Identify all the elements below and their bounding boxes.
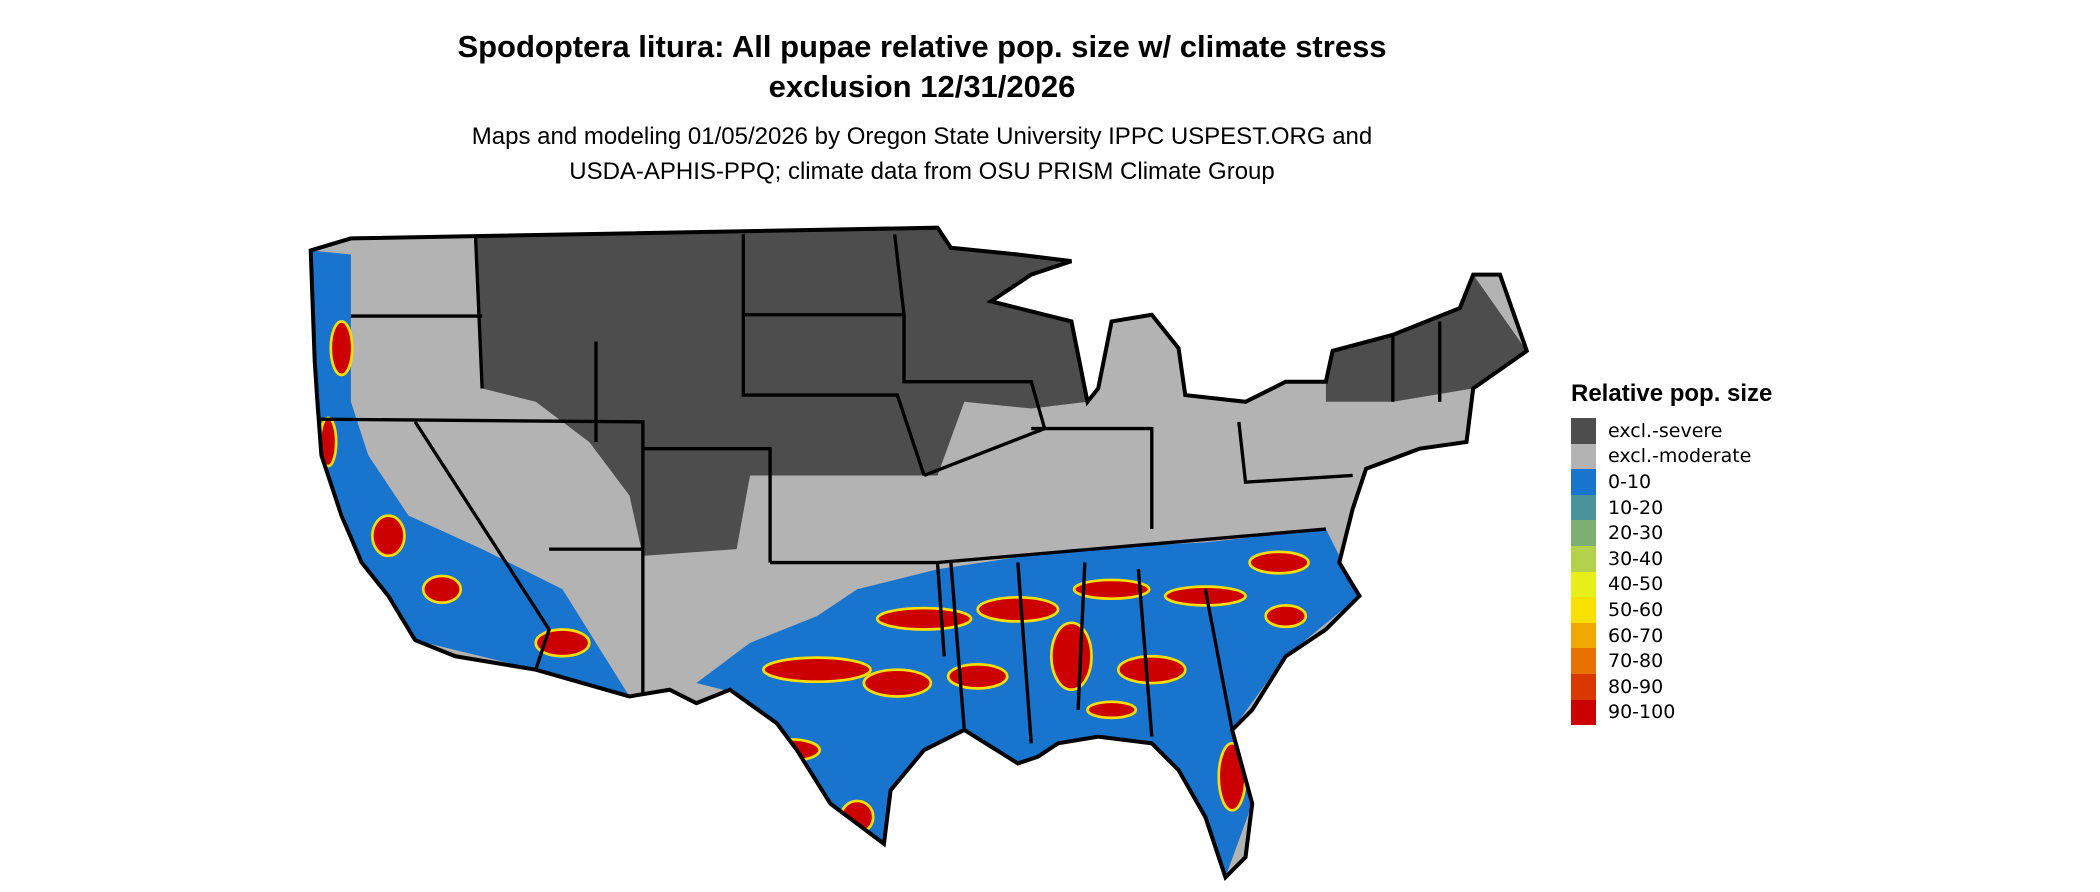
legend-item: 40-50: [1571, 571, 1772, 598]
legend-label: 10-20: [1608, 496, 1664, 519]
legend-label: 40-50: [1608, 573, 1664, 596]
legend-swatch: [1571, 622, 1596, 649]
excl-severe-northeast: [1325, 274, 1527, 402]
legend-label: 90-100: [1608, 701, 1676, 724]
legend-label: 0-10: [1608, 470, 1652, 493]
legend-label: excl.-moderate: [1608, 445, 1752, 468]
legend-swatch: [1571, 648, 1596, 674]
legend-label: 50-60: [1608, 598, 1664, 621]
legend-item: 50-60: [1571, 597, 1772, 623]
legend-swatch: [1571, 443, 1596, 470]
legend-label: 60-70: [1608, 624, 1664, 647]
legend-item: 70-80: [1571, 648, 1772, 674]
legend-item: 30-40: [1571, 545, 1772, 572]
map-title: Spodoptera litura: All pupae relative po…: [457, 29, 1387, 64]
legend-swatch: [1571, 699, 1596, 726]
legend-label: 20-30: [1608, 522, 1664, 545]
legend: Relative pop. size excl.-severe excl.-mod…: [1571, 380, 1773, 726]
legend-swatch: [1571, 673, 1596, 700]
legend-label: 80-90: [1608, 675, 1664, 698]
map-title-line2: exclusion 12/31/2026: [768, 69, 1076, 104]
legend-swatch: [1571, 469, 1596, 495]
map-subtitle-line2: USDA-APHIS-PPQ; climate data from OSU PR…: [569, 158, 1275, 185]
legend-item: 20-30: [1571, 520, 1772, 546]
legend-label: excl.-severe: [1608, 419, 1723, 442]
legend-item: excl.-moderate: [1571, 443, 1772, 470]
legend-swatch: [1571, 520, 1596, 546]
legend-swatch: [1571, 418, 1596, 444]
legend-item: 0-10: [1571, 469, 1772, 495]
legend-label: 30-40: [1608, 547, 1664, 570]
west-coast-0-10-region: [310, 250, 630, 697]
legend-item: 90-100: [1571, 699, 1772, 726]
map-subtitle: Maps and modeling 01/05/2026 by Oregon S…: [471, 123, 1373, 150]
state-borders: [318, 234, 1442, 744]
legend-item: 80-90: [1571, 673, 1772, 700]
legend-title: Relative pop. size: [1571, 380, 1773, 407]
legend-swatch: [1571, 597, 1596, 623]
excl-severe-north: [475, 227, 1088, 556]
legend-item: 60-70: [1571, 622, 1772, 649]
legend-label: 70-80: [1608, 650, 1664, 673]
legend-swatch: [1571, 545, 1596, 572]
legend-item: excl.-severe: [1571, 418, 1772, 444]
legend-item: 10-20: [1571, 494, 1772, 521]
legend-swatch: [1571, 494, 1596, 521]
legend-swatch: [1571, 571, 1596, 598]
